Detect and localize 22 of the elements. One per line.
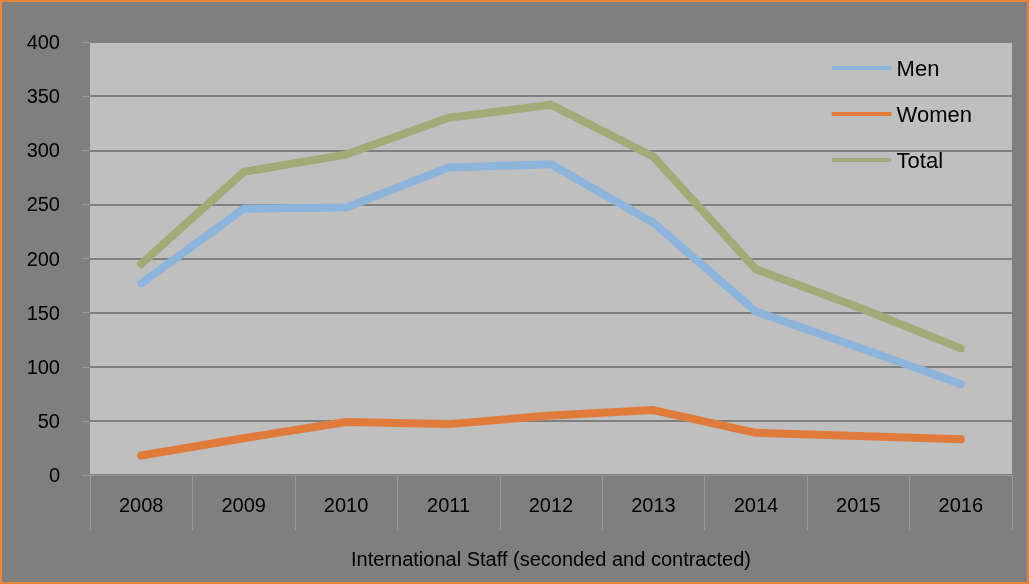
x-tick-label: 2015: [836, 494, 881, 516]
y-tick-label: 300: [26, 139, 60, 162]
y-tick-label: 50: [37, 409, 60, 432]
x-tick-label: 2014: [733, 494, 779, 516]
y-tick-label: 400: [26, 31, 60, 53]
x-axis-title: International Staff (seconded and contracted): [351, 548, 751, 570]
legend-label: Men: [896, 55, 940, 81]
x-tick-label: 2010: [323, 494, 369, 516]
x-tick-label: 2016: [938, 494, 984, 516]
y-tick-label: 100: [26, 355, 60, 378]
x-tick-label: 2012: [528, 494, 574, 516]
legend-label: Total: [896, 147, 944, 173]
y-tick-label: 200: [26, 247, 60, 270]
x-tick-label: 2013: [631, 494, 676, 516]
legend-label: Women: [896, 101, 973, 127]
x-tick-label: 2008: [118, 494, 164, 516]
x-tick-label: 2011: [427, 494, 471, 516]
y-tick-label: 0: [48, 464, 60, 486]
y-tick-label: 150: [26, 301, 60, 324]
y-tick-label: 250: [26, 193, 60, 216]
y-tick-label: 350: [26, 85, 60, 108]
x-tick-label: 2009: [221, 494, 266, 516]
